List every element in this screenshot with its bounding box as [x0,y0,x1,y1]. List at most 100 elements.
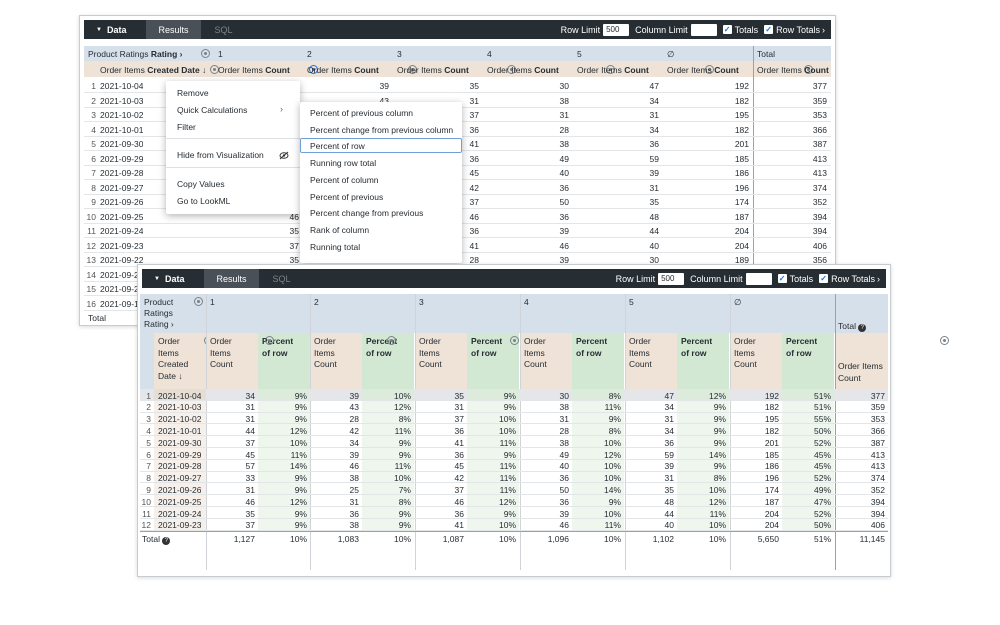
percent-header-label[interactable]: Percent [681,336,713,346]
count-value[interactable]: 33 [245,473,255,484]
measure-header-label[interactable]: Order Items Count [757,65,829,75]
count-value[interactable]: 45 [454,461,464,472]
measure-header-label[interactable]: Order [314,336,336,346]
cell-value[interactable]: 185 [734,153,749,164]
percent-value[interactable]: 9% [294,414,307,425]
count-value[interactable]: 36 [454,425,464,436]
row-total[interactable]: 394 [870,496,885,507]
count-value[interactable]: 57 [245,461,255,472]
count-value[interactable]: 46 [454,496,464,507]
count-value[interactable]: 39 [349,390,359,401]
count-value[interactable]: 38 [559,402,569,413]
count-value[interactable]: 41 [454,520,464,531]
percent-value[interactable]: 9% [398,437,411,448]
measure-header-label[interactable]: Order [419,336,441,346]
measure-header-label[interactable]: Order [734,336,756,346]
row-date[interactable]: 2021-09-30 [100,139,144,149]
percent-value[interactable]: 8% [398,414,411,425]
row-date[interactable]: 2021-09-23 [158,520,202,531]
dimension-header-label[interactable]: Date ↓ [158,370,183,381]
count-value[interactable]: 28 [349,414,359,425]
count-value[interactable]: 31 [559,414,569,425]
cell-value[interactable]: 45 [469,168,479,178]
percent-value[interactable]: 9% [294,402,307,413]
percent-value[interactable]: 47% [813,496,831,507]
row-total[interactable]: 377 [812,81,827,91]
row-total[interactable]: 406 [870,520,885,531]
row-total[interactable]: 374 [870,473,885,484]
count-value[interactable]: 204 [764,520,779,531]
count-value[interactable]: 195 [764,414,779,425]
measure-header-label[interactable]: Count [210,359,233,369]
gear-icon[interactable] [194,297,203,306]
pivot-field-label[interactable]: Ratings [144,308,173,318]
count-value[interactable]: 187 [764,496,779,507]
percent-value[interactable]: 14% [708,449,726,460]
percent-value[interactable]: 14% [603,484,621,495]
totals-checkbox[interactable]: ✓ [722,25,732,34]
cell-value[interactable]: 36 [559,182,569,193]
gear-icon[interactable] [201,49,210,58]
measure-header-label[interactable]: Items [314,347,335,358]
cell-value[interactable]: 30 [649,255,659,265]
cell-value[interactable]: 38 [559,95,569,106]
count-value[interactable]: 46 [349,461,359,472]
percent-header-label[interactable]: Percent [576,336,608,346]
cell-value[interactable]: 59 [649,153,659,164]
percent-header-label[interactable]: of row [366,347,392,358]
cell-value[interactable]: 201 [734,139,749,149]
count-value[interactable]: 42 [454,473,464,484]
submenu-option-9[interactable]: Running total [310,241,361,252]
percent-value[interactable]: 12% [498,496,516,507]
cell-value[interactable]: 189 [734,255,749,265]
cell-value[interactable]: 174 [734,197,749,207]
measure-header-label[interactable]: Count [524,359,547,369]
percent-header-label[interactable]: of row [262,347,288,358]
submenu-option-2[interactable]: Percent change from previous column [310,124,454,135]
submenu-option-1[interactable]: Percent of previous column [310,108,413,118]
submenu-option-7[interactable]: Percent change from previous [310,208,424,219]
submenu-option-8[interactable]: Rank of column [310,224,370,235]
cell-value[interactable]: 39 [649,168,659,178]
gear-icon[interactable] [265,336,274,345]
row-date[interactable]: 2021-09-22 [100,255,144,265]
row-total[interactable]: 359 [870,402,885,413]
percent-value[interactable]: 51% [813,390,831,401]
row-date[interactable]: 2021-10-01 [100,124,144,135]
count-value[interactable]: 30 [559,390,569,401]
row-total[interactable]: 413 [812,168,827,178]
gear-icon[interactable] [210,65,219,74]
cell-value[interactable]: 30 [559,81,569,91]
cell-value[interactable]: 35 [469,81,479,91]
row-total[interactable]: 394 [812,226,827,236]
dimension-header-label[interactable]: Order Items Created Date ↓ [100,65,206,75]
pivot-field-label[interactable]: Product Ratings Rating › [88,49,182,59]
percent-header-label[interactable]: of row [786,347,812,358]
percent-value[interactable]: 8% [713,473,726,484]
percent-value[interactable]: 12% [289,425,307,436]
row-date[interactable]: 2021-09-26 [100,197,144,207]
percent-value[interactable]: 9% [398,449,411,460]
percent-header-label[interactable]: Percent [366,336,398,346]
percent-value[interactable]: 8% [608,390,621,401]
cell-value[interactable]: 46 [289,211,299,222]
cell-value[interactable]: 36 [469,124,479,135]
percent-value[interactable]: 10% [498,520,516,531]
cell-value[interactable]: 49 [559,153,569,164]
measure-header-label[interactable]: Items [210,347,231,358]
cell-value[interactable]: 46 [469,211,479,222]
cell-value[interactable]: 34 [649,124,659,135]
row-total[interactable]: 352 [812,197,827,207]
submenu-option-6[interactable]: Percent of previous [310,191,384,202]
row-total[interactable]: 413 [870,449,885,460]
count-value[interactable]: 174 [764,484,779,495]
count-value[interactable]: 36 [454,508,464,519]
count-value[interactable]: 37 [245,520,255,531]
measure-header-label[interactable]: Items [524,347,545,358]
menu-quick-calculations[interactable]: Quick Calculations [177,105,248,115]
cell-value[interactable]: 48 [649,211,659,222]
row-total[interactable]: 366 [870,425,885,436]
measure-header-label[interactable]: Order Items Count [218,65,290,75]
count-value[interactable]: 46 [245,496,255,507]
row-total[interactable]: 394 [812,211,827,222]
